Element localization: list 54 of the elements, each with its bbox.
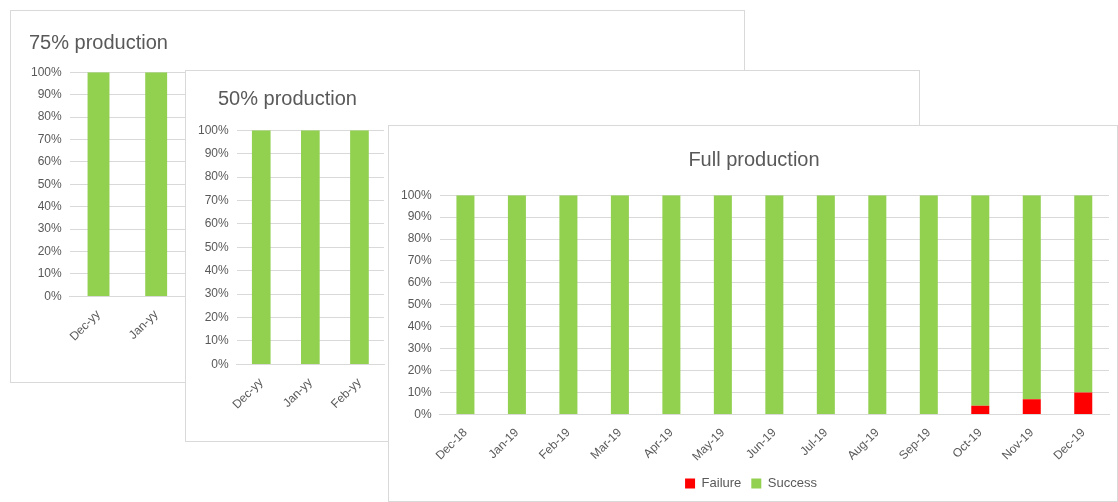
y-tick-label: 90% — [204, 145, 230, 160]
y-tick-label: 60% — [204, 216, 230, 231]
y-tick-label: 50% — [407, 297, 433, 312]
bar — [662, 195, 681, 415]
y-tick-label: 50% — [204, 239, 230, 254]
y-tick-label: 0% — [44, 288, 63, 303]
y-tick-label: 70% — [37, 131, 63, 146]
y-tick-label: 30% — [37, 221, 63, 236]
y-tick-label: 10% — [37, 266, 63, 281]
y-tick-label: 70% — [407, 253, 433, 268]
y-tick-label: 20% — [204, 309, 230, 324]
y-tick-label: 100% — [197, 122, 230, 137]
chart-title: 75% production — [28, 31, 169, 54]
bar — [1074, 392, 1093, 415]
y-tick-label: 40% — [204, 263, 230, 278]
y-tick-label: 90% — [37, 86, 63, 101]
bar — [610, 195, 629, 415]
y-tick-label: 100% — [400, 187, 433, 202]
bar — [559, 195, 578, 415]
y-tick-label: 90% — [407, 209, 433, 224]
y-tick-label: 40% — [37, 199, 63, 214]
y-tick-label: 80% — [407, 231, 433, 246]
bar — [971, 405, 990, 415]
bar — [1022, 195, 1041, 400]
chart-title: Full production — [687, 148, 821, 171]
y-tick-label: 80% — [37, 109, 63, 124]
y-tick-label: 70% — [204, 192, 230, 207]
bar — [816, 195, 835, 415]
y-tick-label: 20% — [407, 362, 433, 377]
bar — [765, 195, 784, 415]
y-tick-label: 80% — [204, 169, 230, 184]
legend-label: Failure — [701, 475, 742, 491]
bar — [507, 195, 526, 415]
y-tick-label: 20% — [37, 243, 63, 258]
y-tick-label: 60% — [407, 275, 433, 290]
y-tick-label: 50% — [37, 176, 63, 191]
bar — [456, 195, 475, 415]
bar — [713, 195, 732, 415]
y-tick-label: 10% — [204, 333, 230, 348]
bar — [1074, 195, 1093, 393]
chart-title: 50% production — [217, 87, 358, 110]
y-tick-label: 60% — [37, 154, 63, 169]
bar — [919, 195, 938, 415]
legend-label: Success — [767, 475, 818, 491]
y-tick-label: 40% — [407, 319, 433, 334]
bar — [868, 195, 887, 415]
y-tick-label: 10% — [407, 384, 433, 399]
y-tick-label: 30% — [407, 341, 433, 356]
bar — [1022, 399, 1041, 415]
y-tick-label: 100% — [30, 64, 63, 79]
y-tick-label: 0% — [211, 356, 230, 371]
y-tick-label: 0% — [414, 406, 433, 421]
y-tick-label: 30% — [204, 286, 230, 301]
bar — [971, 195, 990, 406]
